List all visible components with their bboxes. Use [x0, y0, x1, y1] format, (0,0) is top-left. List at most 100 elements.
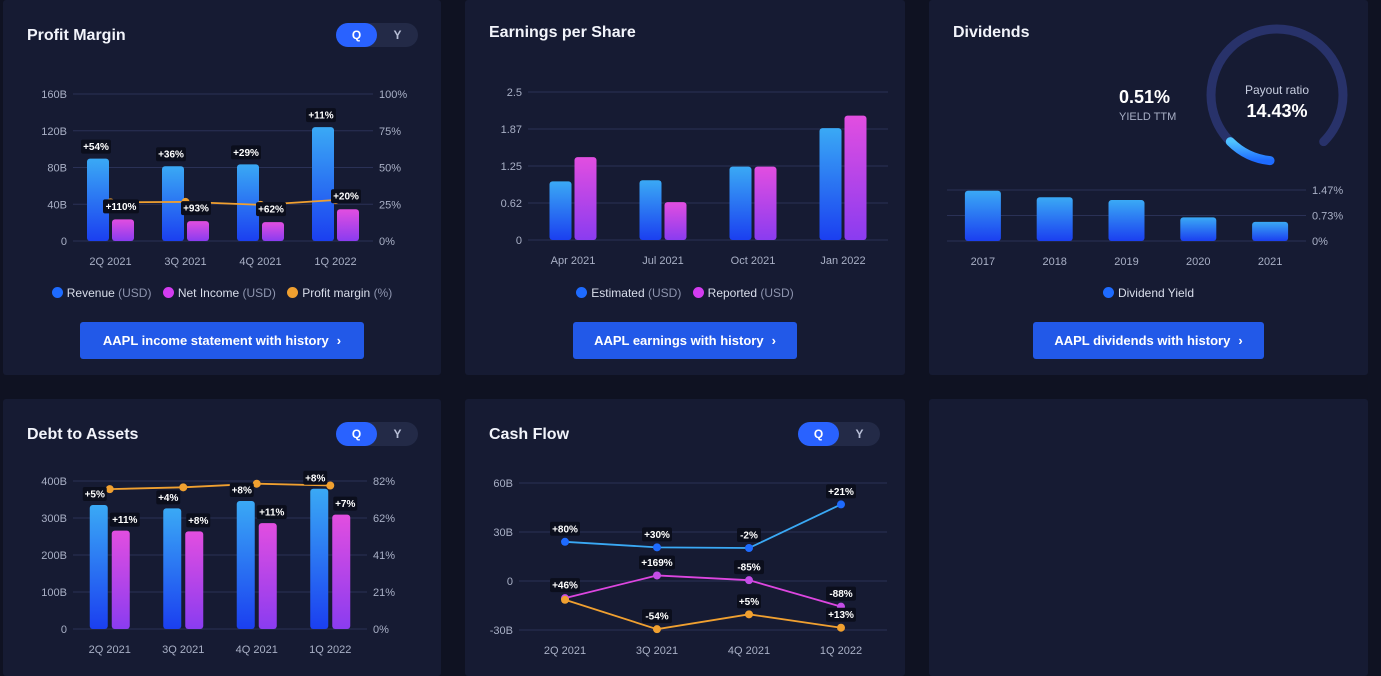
x-tick-label: 2020 — [1186, 256, 1210, 268]
quarterly-toggle-button[interactable]: Q — [336, 23, 377, 47]
data-label-bg — [331, 189, 361, 204]
gauge-track — [1206, 24, 1348, 147]
legend-unit: (USD) — [118, 286, 152, 300]
x-tick-label: 2018 — [1042, 256, 1066, 268]
bar — [964, 190, 1001, 241]
data-label-bg — [156, 490, 181, 505]
legend-unit: (USD) — [647, 286, 682, 300]
period-toggle: Q Y — [336, 23, 418, 47]
data-label: +11% — [259, 508, 284, 519]
debt-to-assets-chart: 0 100B 200B 300B 400B 0% 21% 41% 62% 82% 2Q 2021 3Q… — [41, 470, 395, 656]
data-label-bg — [231, 145, 261, 160]
line-series — [564, 574, 842, 608]
income-statement-button[interactable]: AAPL income statement with history › — [80, 322, 364, 359]
x-tick-label: 1Q 2022 — [820, 645, 862, 657]
dividends-button[interactable]: AAPL dividends with history › — [1033, 322, 1264, 359]
data-label-bg — [333, 496, 358, 511]
bar — [162, 166, 184, 241]
yearly-toggle-button[interactable]: Y — [855, 427, 864, 441]
line-point — [179, 483, 188, 492]
x-tick-label: 1Q 2022 — [309, 644, 351, 656]
x-tick-label: 3Q 2021 — [164, 256, 206, 268]
y2-tick-label: 0.73% — [1312, 211, 1343, 223]
line-point — [252, 479, 261, 488]
legend-swatch — [692, 287, 704, 298]
y-tick-label: 80B — [47, 163, 67, 175]
x-tick-label: 4Q 2021 — [239, 256, 281, 268]
bar — [574, 157, 597, 240]
y2-tick-label: 0% — [1312, 236, 1328, 248]
data-label-bg — [550, 578, 580, 593]
data-label-bg — [734, 560, 764, 575]
y2-tick-label: 50% — [379, 163, 401, 175]
data-label-bg — [181, 201, 211, 216]
y2-tick-label: 41% — [373, 550, 395, 562]
x-tick-label: 2Q 2021 — [544, 645, 586, 657]
x-tick-label: 3Q 2021 — [636, 645, 678, 657]
yearly-toggle-button[interactable]: Y — [393, 28, 402, 42]
bar — [844, 115, 867, 240]
data-label: +169% — [641, 558, 673, 569]
legend-label: Dividend Yield — [1117, 286, 1195, 300]
quarterly-toggle-button[interactable]: Q — [798, 422, 839, 446]
y2-tick-label: 82% — [373, 476, 395, 488]
data-label: +8% — [305, 473, 325, 484]
legend-unit: (USD) — [760, 286, 794, 300]
y2-tick-label: 1.47% — [1312, 185, 1343, 197]
x-tick-label: Oct 2021 — [731, 255, 776, 267]
line-point — [561, 595, 569, 604]
data-label-bg — [109, 512, 140, 527]
data-label: +8% — [232, 485, 252, 496]
data-label: +54% — [83, 142, 109, 153]
y2-tick-label: 0% — [373, 624, 389, 636]
data-label-bg — [642, 527, 672, 542]
data-label: +80% — [552, 524, 578, 535]
y2-tick-label: 21% — [373, 587, 395, 599]
bar — [236, 500, 255, 629]
y-tick-label: 200B — [41, 550, 67, 562]
line-point — [837, 623, 845, 632]
period-toggle: Q Y — [336, 422, 418, 446]
line-series — [564, 503, 842, 549]
quarterly-toggle-button[interactable]: Q — [336, 422, 377, 446]
data-label-bg — [81, 139, 111, 154]
card-title: Earnings per Share — [489, 24, 636, 41]
data-label: -2% — [740, 531, 758, 542]
payout-ratio-value: 14.43% — [1246, 101, 1308, 121]
y-tick-label: 100B — [41, 587, 67, 599]
profit-margin-card: Profit Margin Q Y 0 40B 80B 120B 160B 0% 25% 50… — [3, 0, 441, 375]
line-point — [653, 625, 661, 634]
data-label: +4% — [158, 493, 178, 504]
bar — [819, 128, 842, 240]
data-label: +46% — [552, 581, 578, 592]
bar — [332, 514, 351, 629]
legend-unit: (%) — [373, 286, 393, 300]
legend-label: Estimated — [591, 286, 645, 300]
legend-swatch — [51, 287, 63, 298]
bar — [262, 222, 284, 241]
yearly-toggle-button[interactable]: Y — [393, 427, 402, 441]
button-label: AAPL dividends with history — [1054, 333, 1231, 348]
bar — [112, 219, 134, 241]
data-label-bg — [826, 607, 856, 622]
earnings-button[interactable]: AAPL earnings with history › — [573, 322, 797, 359]
x-tick-label: 4Q 2021 — [728, 645, 770, 657]
button-label: AAPL earnings with history — [594, 333, 764, 348]
y2-tick-label: 100% — [379, 89, 407, 101]
yield-ttm-value: 0.51% — [1119, 87, 1171, 107]
legend-swatch — [287, 287, 299, 298]
line-point — [745, 610, 753, 619]
data-label-bg — [737, 528, 761, 543]
y-tick-label: 0 — [61, 624, 67, 636]
legend-swatch — [576, 287, 588, 298]
data-label: +93% — [183, 204, 209, 215]
bar — [185, 531, 204, 629]
data-label: +21% — [828, 487, 854, 498]
bar — [237, 164, 259, 241]
line-series — [110, 199, 336, 206]
chevron-right-icon: › — [336, 333, 342, 348]
bar — [1108, 200, 1145, 241]
legend-item-revenue: Revenue (USD) — [51, 286, 152, 300]
card-title: Dividends — [953, 24, 1030, 41]
chart-legend: Revenue (USD) Net Income (USD) Profit ma… — [3, 286, 441, 300]
